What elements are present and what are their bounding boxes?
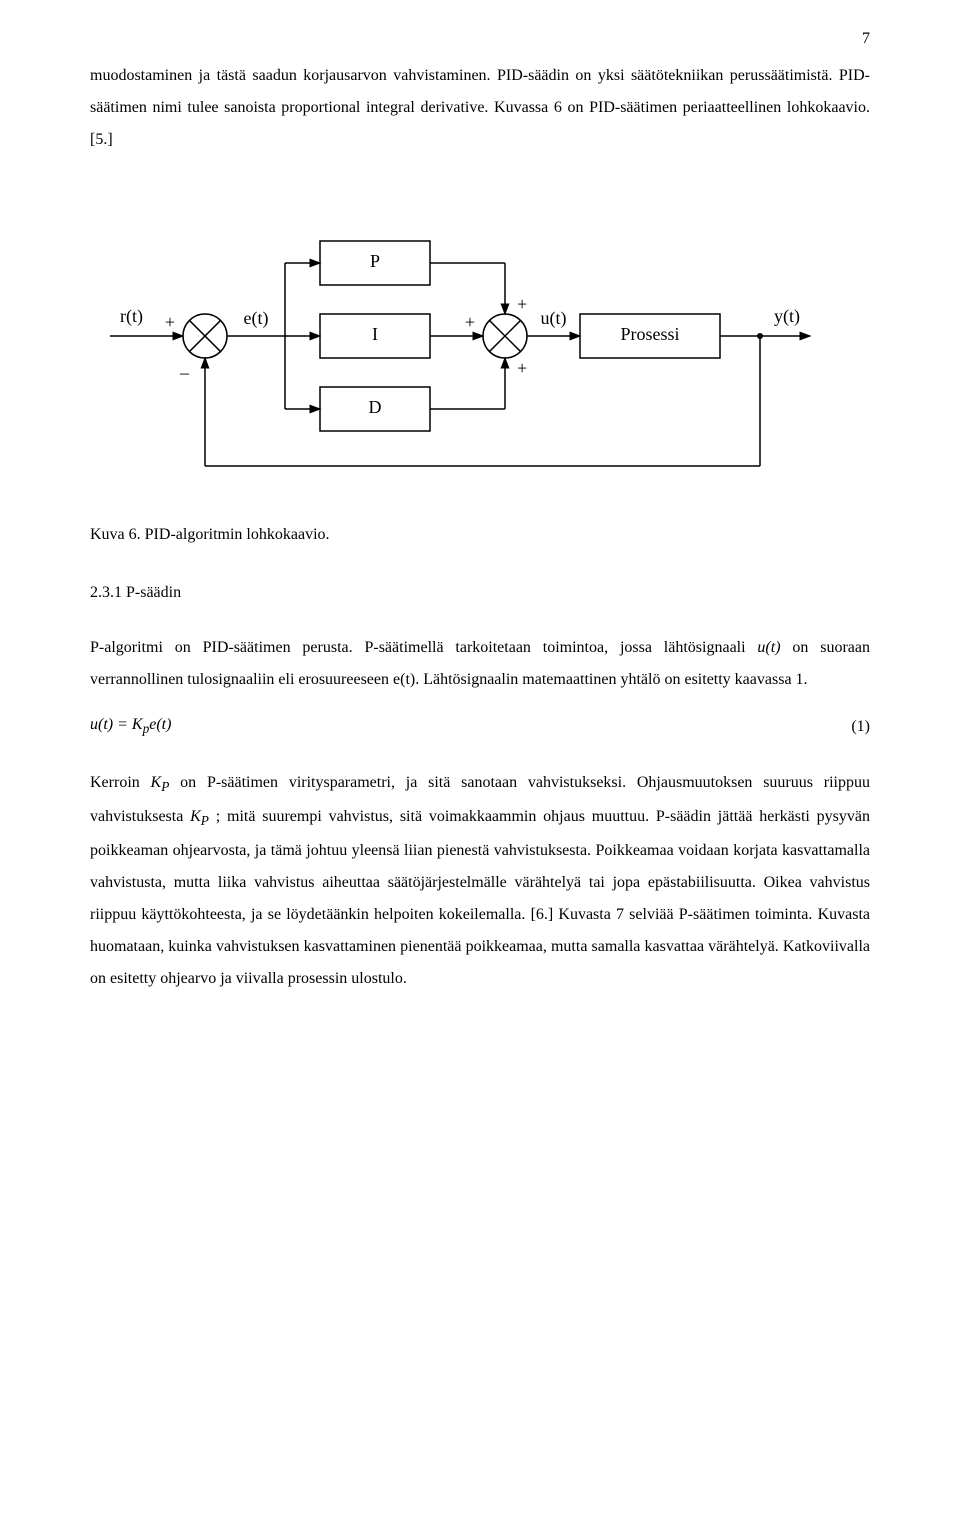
eq-lhs: u(t) = K [90,716,143,733]
svg-text:Prosessi: Prosessi [620,324,679,344]
p3-K2: K [190,808,201,825]
svg-text:+: + [517,358,527,378]
para2-a: P-algoritmi on PID-säätimen perusta. P-s… [90,639,757,656]
eq-rhs: e(t) [149,716,171,733]
p3-sub2: P [201,813,209,828]
svg-text:u(t): u(t) [541,308,567,329]
pid-svg: P I D Prosessi r(t) + e(t) + + + u(t) y(t) _ [90,186,820,486]
svg-text:_: _ [179,356,190,376]
svg-text:P: P [370,251,380,271]
para2-ut: u(t) [757,639,780,656]
pid-block-diagram: P I D Prosessi r(t) + e(t) + + + u(t) y(t) _ [90,186,870,486]
equation-number: (1) [851,718,870,736]
page: 7 muodostaminen ja tästä saadun korjausa… [0,0,960,1073]
svg-text:D: D [369,397,382,417]
paragraph-2: P-algoritmi on PID-säätimen perusta. P-s… [90,632,870,696]
equation-1: u(t) = Kpe(t) (1) [90,716,870,737]
svg-text:y(t): y(t) [774,306,800,327]
equation-body: u(t) = Kpe(t) [90,716,171,737]
svg-text:r(t): r(t) [120,306,143,327]
svg-text:I: I [372,324,378,344]
svg-text:+: + [165,312,175,332]
p3-K1: K [151,774,162,791]
section-heading: 2.3.1 P-säädin [90,584,870,602]
svg-text:+: + [517,294,527,314]
svg-text:e(t): e(t) [244,308,269,329]
svg-text:+: + [465,312,475,332]
p3a: Kerroin [90,774,151,791]
paragraph-3: Kerroin KP on P-säätimen viritysparametr… [90,767,870,995]
p3c: ; mitä suurempi vahvistus, sitä voimakka… [90,808,870,987]
figure-caption: Kuva 6. PID-algoritmin lohkokaavio. [90,526,870,544]
page-number: 7 [862,30,870,48]
paragraph-1: muodostaminen ja tästä saadun korjausarv… [90,60,870,156]
